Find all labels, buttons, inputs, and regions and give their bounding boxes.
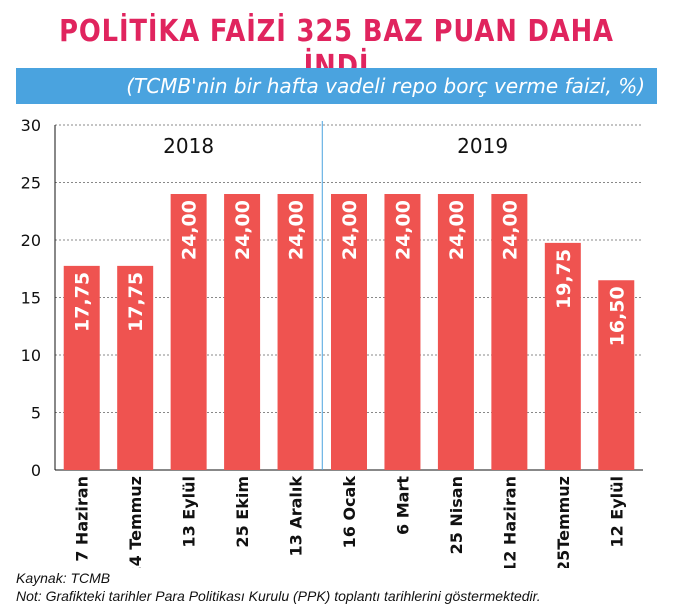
x-tick-label: 16 Ocak <box>340 476 359 549</box>
bar-value-label: 17,75 <box>125 272 147 332</box>
footnote: Not: Grafikteki tarihler Para Politikası… <box>16 588 541 604</box>
year-group-label: 2019 <box>457 134 508 158</box>
x-tick-label: 25 Nisan <box>447 476 466 554</box>
x-tick-label: 7 Haziran <box>73 476 92 562</box>
year-group-label: 2018 <box>163 134 214 158</box>
bar-value-label: 24,00 <box>286 200 308 260</box>
bar-value-label: 24,00 <box>392 200 414 260</box>
bar-value-label: 24,00 <box>179 200 201 260</box>
y-tick-label: 10 <box>21 346 41 365</box>
bar <box>598 280 635 470</box>
y-tick-label: 30 <box>21 116 41 135</box>
bar-value-label: 24,00 <box>446 200 468 260</box>
x-tick-label: 6 Mart <box>393 476 412 535</box>
chart-subtitle: (TCMB'nin bir hafta vadeli repo borç ver… <box>126 74 645 98</box>
bar <box>63 265 100 470</box>
x-tick-label: 12 Haziran <box>500 476 519 568</box>
bar-value-label: 16,50 <box>606 286 628 346</box>
y-tick-label: 15 <box>21 289 41 308</box>
bar <box>544 242 581 470</box>
x-tick-label: 13 Eylül <box>180 476 199 548</box>
bar <box>224 194 261 470</box>
x-tick-label: 24 Temmuz <box>126 476 145 568</box>
chart-title: POLİTİKA FAİZİ 325 BAZ PUAN DAHA İNDİ <box>59 14 614 84</box>
bar <box>437 194 474 470</box>
bar <box>331 194 367 470</box>
y-tick-label: 20 <box>21 231 41 250</box>
bar <box>117 265 154 470</box>
x-tick-label: 25 Ekim <box>233 476 252 548</box>
bar-chart: 0 5 10 15 20 25 30 2018 2019 17,75 7 Haziran 17,75 2… <box>21 116 643 568</box>
y-tick-label: 0 <box>31 461 41 480</box>
bar-value-label: 24,00 <box>232 200 254 260</box>
bar <box>277 194 314 470</box>
bar-value-label: 19,75 <box>553 249 575 309</box>
bar <box>384 194 421 470</box>
x-tick-label: 25Temmuz <box>554 476 573 568</box>
y-tick-label: 25 <box>21 174 41 193</box>
bar-value-label: 24,00 <box>339 200 361 260</box>
bar <box>491 194 528 470</box>
bar-value-label: 24,00 <box>499 200 521 260</box>
bar <box>170 194 207 470</box>
x-tick-label: 13 Aralık <box>287 476 306 557</box>
bar-value-label: 17,75 <box>72 272 94 332</box>
x-tick-label: 12 Eylül <box>607 476 626 548</box>
source-note: Kaynak: TCMB <box>16 570 111 586</box>
subtitle-banner: (TCMB'nin bir hafta vadeli repo borç ver… <box>16 68 657 104</box>
y-tick-label: 5 <box>31 404 41 423</box>
